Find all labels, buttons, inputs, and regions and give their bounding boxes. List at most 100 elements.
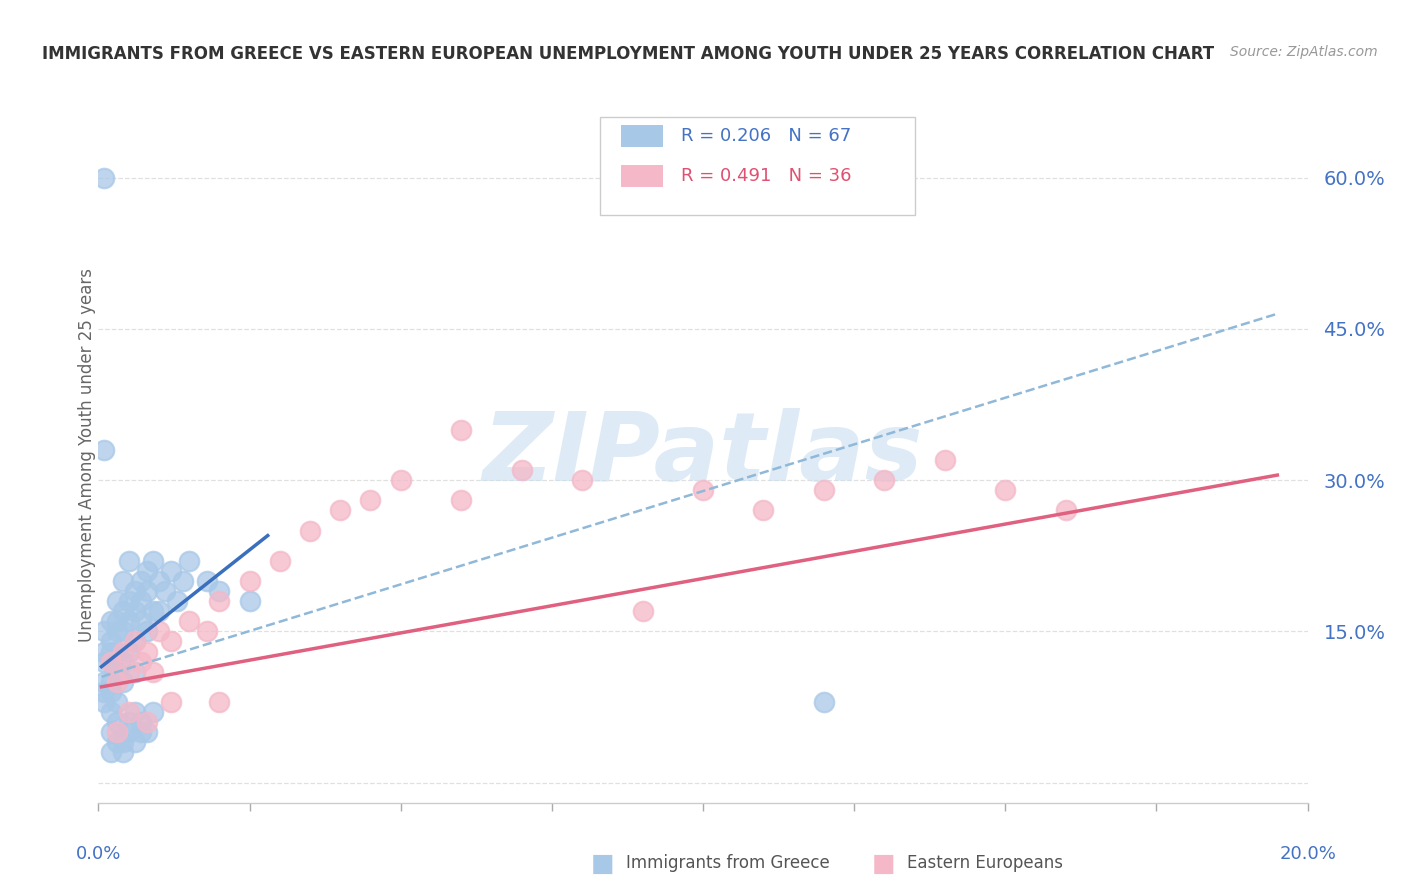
Bar [621, 125, 664, 147]
Text: ZIPatlas: ZIPatlas [482, 409, 924, 501]
Point [269, 554, 291, 568]
Point [1054, 503, 1077, 517]
Point [93, 674, 115, 689]
Point [135, 725, 157, 739]
Text: R = 0.206   N = 67: R = 0.206 N = 67 [682, 128, 852, 145]
Point [135, 564, 157, 578]
Point [129, 574, 152, 588]
Point [100, 674, 122, 689]
Point [118, 715, 141, 730]
Point [813, 483, 835, 498]
Point [510, 463, 533, 477]
Point [195, 624, 218, 639]
Point [135, 644, 157, 658]
Bar [621, 165, 664, 187]
Text: 0.0%: 0.0% [76, 845, 121, 863]
Text: Immigrants from Greece: Immigrants from Greece [626, 855, 830, 872]
Point [93, 624, 115, 639]
Point [329, 503, 352, 517]
Point [118, 594, 141, 608]
Text: 20.0%: 20.0% [1279, 845, 1336, 863]
Point [360, 493, 382, 508]
Point [129, 715, 152, 730]
Point [100, 685, 122, 699]
Point [208, 594, 231, 608]
Point [118, 705, 141, 719]
Point [166, 594, 188, 608]
Point [111, 735, 134, 749]
Point [100, 634, 122, 648]
Point [142, 554, 165, 568]
Point [111, 574, 134, 588]
Point [105, 735, 128, 749]
Point [934, 453, 956, 467]
Text: ■: ■ [872, 852, 896, 875]
Point [571, 473, 593, 487]
Point [118, 644, 141, 658]
Point [142, 604, 165, 618]
Point [118, 665, 141, 679]
Text: R = 0.491   N = 36: R = 0.491 N = 36 [682, 167, 852, 185]
Point [239, 594, 262, 608]
Point [105, 695, 128, 709]
Point [142, 665, 165, 679]
Point [239, 574, 262, 588]
Point [93, 170, 115, 185]
Point [118, 554, 141, 568]
Point [93, 695, 115, 709]
Point [631, 604, 654, 618]
Point [389, 473, 412, 487]
Point [299, 524, 322, 538]
Point [813, 695, 835, 709]
Point [100, 745, 122, 759]
Point [111, 644, 134, 658]
Point [111, 655, 134, 669]
Text: Source: ZipAtlas.com: Source: ZipAtlas.com [1230, 45, 1378, 59]
Point [160, 564, 183, 578]
Point [124, 705, 146, 719]
Point [135, 715, 157, 730]
Point [118, 615, 141, 629]
Point [160, 695, 183, 709]
Point [129, 594, 152, 608]
Point [111, 604, 134, 618]
Point [105, 615, 128, 629]
Point [450, 423, 472, 437]
Point [129, 655, 152, 669]
Text: ■: ■ [591, 852, 614, 875]
Point [111, 745, 134, 759]
Point [93, 655, 115, 669]
Point [124, 584, 146, 599]
Point [179, 554, 201, 568]
Point [148, 624, 170, 639]
Point [100, 615, 122, 629]
Point [148, 604, 170, 618]
Point [105, 624, 128, 639]
Point [172, 574, 194, 588]
Point [124, 634, 146, 648]
Point [111, 674, 134, 689]
Point [124, 735, 146, 749]
Point [135, 624, 157, 639]
Point [129, 725, 152, 739]
Text: Eastern Europeans: Eastern Europeans [907, 855, 1063, 872]
Point [100, 655, 122, 669]
Point [111, 624, 134, 639]
Point [450, 493, 472, 508]
Point [124, 604, 146, 618]
Point [195, 574, 218, 588]
Point [208, 695, 231, 709]
Point [105, 674, 128, 689]
Text: IMMIGRANTS FROM GREECE VS EASTERN EUROPEAN UNEMPLOYMENT AMONG YOUTH UNDER 25 YEA: IMMIGRANTS FROM GREECE VS EASTERN EUROPE… [42, 45, 1215, 62]
Point [105, 594, 128, 608]
Point [93, 644, 115, 658]
Point [124, 665, 146, 679]
Point [873, 473, 896, 487]
Point [208, 584, 231, 599]
Point [93, 442, 115, 457]
Point [129, 615, 152, 629]
Point [692, 483, 714, 498]
Point [105, 644, 128, 658]
FancyBboxPatch shape [600, 118, 915, 215]
Point [100, 705, 122, 719]
